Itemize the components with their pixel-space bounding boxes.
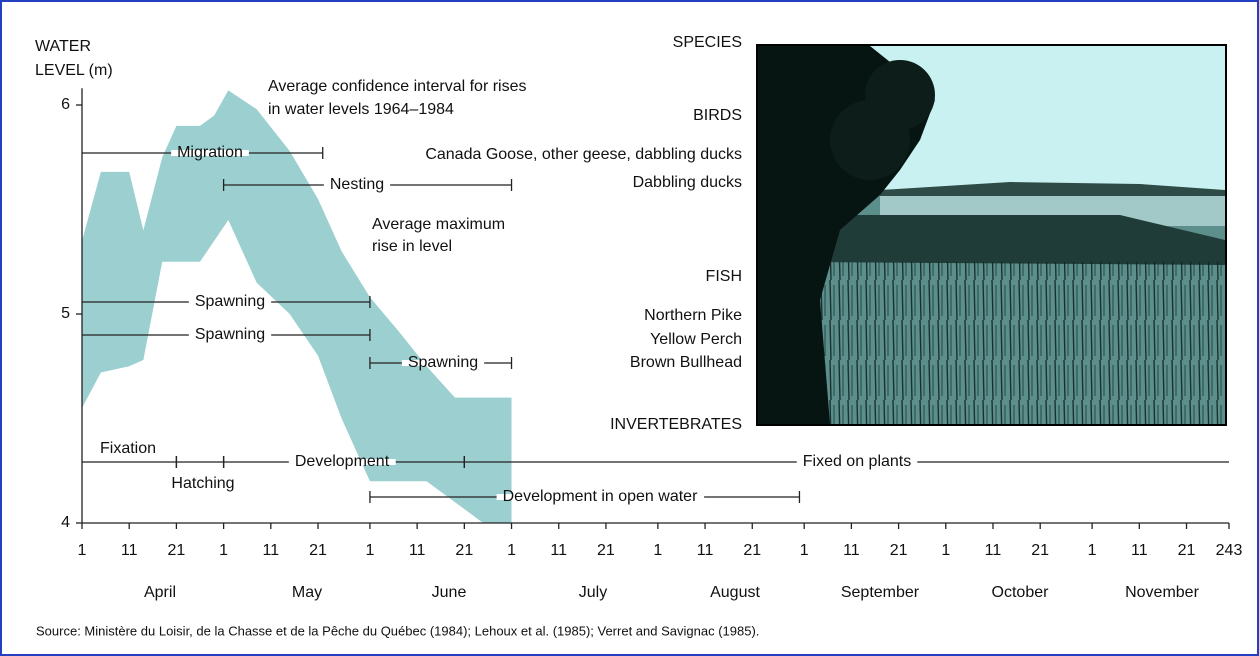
label-bg bbox=[188, 299, 272, 305]
interval-label: Development bbox=[295, 453, 390, 470]
interval-label: Spawning bbox=[408, 354, 478, 371]
x-tick-label: 1 bbox=[941, 542, 950, 559]
x-tick-label: 11 bbox=[985, 542, 1002, 559]
interval-label: Hatching bbox=[171, 475, 234, 492]
species-label: Northern Pike bbox=[644, 307, 742, 324]
x-tick-label: 1 bbox=[507, 542, 516, 559]
confidence-band bbox=[82, 90, 512, 524]
month-label: August bbox=[710, 584, 760, 601]
month-label: April bbox=[144, 584, 176, 601]
x-tick-label: 21 bbox=[309, 542, 327, 559]
interval-label: Fixation bbox=[100, 440, 156, 457]
x-tick-label: 1 bbox=[653, 542, 662, 559]
interval: Development bbox=[222, 453, 465, 470]
x-tick-label: 1 bbox=[219, 542, 228, 559]
x-tick-label: 1 bbox=[365, 542, 374, 559]
x-tick-label: 1 bbox=[800, 542, 809, 559]
interval: Spawning bbox=[82, 326, 371, 343]
interval-label: Development in open water bbox=[503, 488, 698, 505]
y-tick-label: 4 bbox=[61, 514, 70, 531]
source: Source: Ministère du Loisir, de la Chass… bbox=[36, 623, 759, 638]
x-tick-label: 21 bbox=[1031, 542, 1049, 559]
label-bg bbox=[323, 182, 391, 188]
interval: Fixed on plants bbox=[463, 453, 1229, 470]
interval-label: Fixed on plants bbox=[803, 453, 912, 470]
x-tick-label: 243 bbox=[1216, 542, 1243, 559]
month-label: May bbox=[292, 584, 322, 601]
annotation: rise in level bbox=[372, 238, 452, 255]
label-bg bbox=[796, 459, 918, 465]
interval: Spawning bbox=[369, 354, 513, 371]
interval-label: Spawning bbox=[195, 326, 265, 343]
species-label: FISH bbox=[706, 268, 742, 285]
interval-label: Nesting bbox=[330, 176, 384, 193]
label-bg bbox=[288, 459, 396, 465]
x-tick-label: 21 bbox=[168, 542, 186, 559]
species-label: Dabbling ducks bbox=[633, 174, 742, 191]
species-label: INVERTEBRATES bbox=[610, 416, 742, 433]
interval: Migration bbox=[82, 144, 324, 161]
x-tick-label: 11 bbox=[263, 542, 280, 559]
x-tick-label: 21 bbox=[455, 542, 473, 559]
month-label: September bbox=[841, 584, 920, 601]
x-tick-label: 21 bbox=[890, 542, 908, 559]
y-axis-label: LEVEL (m) bbox=[35, 62, 113, 79]
interval: Hatching bbox=[171, 456, 235, 492]
x-tick-label: 11 bbox=[1131, 542, 1148, 559]
interval: Spawning bbox=[82, 293, 371, 310]
month-label: June bbox=[432, 584, 467, 601]
label-bg bbox=[401, 360, 485, 366]
interval: Nesting bbox=[222, 176, 513, 193]
x-tick-label: 1 bbox=[1088, 542, 1097, 559]
month-label: July bbox=[579, 584, 607, 601]
annotation: Average maximum bbox=[372, 216, 505, 233]
month-label: October bbox=[992, 584, 1050, 601]
y-axis-label: WATER bbox=[35, 38, 91, 55]
y-tick-label: 5 bbox=[61, 305, 70, 322]
label-bg bbox=[171, 150, 249, 156]
species-label: Brown Bullhead bbox=[630, 354, 742, 371]
photo bbox=[756, 44, 1227, 426]
label-bg bbox=[496, 494, 705, 500]
x-tick-label: 11 bbox=[121, 542, 138, 559]
x-tick-label: 21 bbox=[1178, 542, 1196, 559]
x-tick-label: 11 bbox=[697, 542, 714, 559]
x-tick-label: 11 bbox=[550, 542, 567, 559]
x-tick-label: 21 bbox=[743, 542, 761, 559]
x-tick-label: 21 bbox=[597, 542, 615, 559]
species-label: SPECIES bbox=[673, 34, 742, 51]
interval-label: Spawning bbox=[195, 293, 265, 310]
species-label: Canada Goose, other geese, dabbling duck… bbox=[425, 146, 742, 163]
month-label: November bbox=[1125, 584, 1199, 601]
species-label: BIRDS bbox=[693, 107, 742, 124]
label-bg bbox=[188, 332, 272, 338]
y-tick-label: 6 bbox=[61, 96, 70, 113]
species-label: Yellow Perch bbox=[650, 331, 742, 348]
annotation: in water levels 1964–1984 bbox=[268, 101, 454, 118]
interval-label: Migration bbox=[177, 144, 243, 161]
x-tick-label: 11 bbox=[843, 542, 860, 559]
annotation: Average confidence interval for rises bbox=[268, 78, 527, 95]
interval: Development in open water bbox=[369, 488, 801, 505]
x-tick-label: 11 bbox=[409, 542, 426, 559]
x-tick-label: 1 bbox=[78, 542, 87, 559]
